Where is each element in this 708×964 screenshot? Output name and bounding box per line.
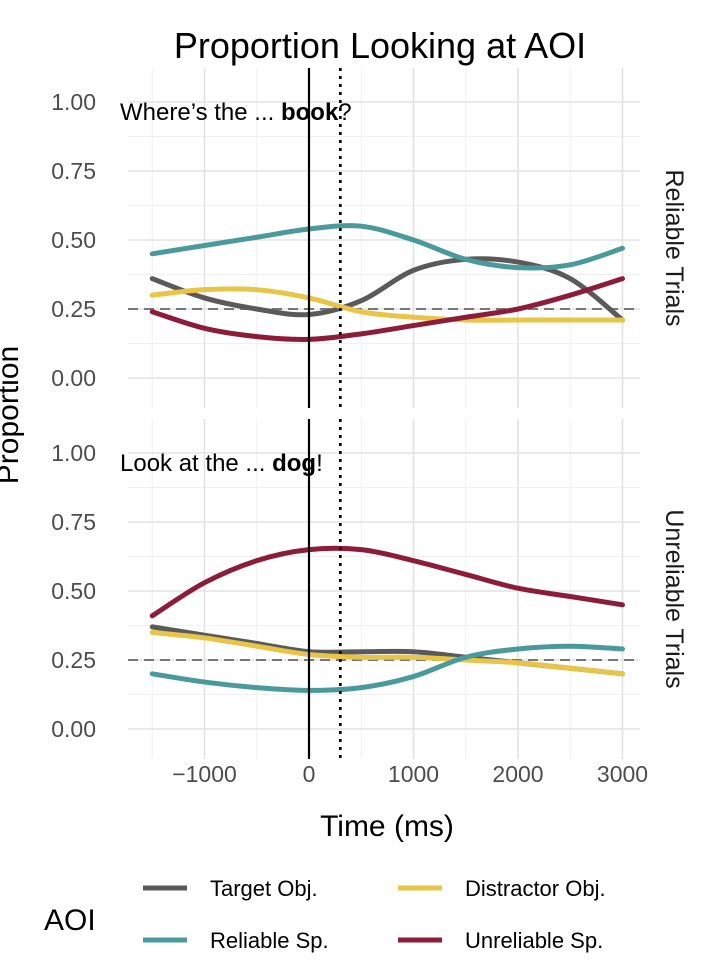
prompt-prefix: Where’s the ... [120,99,281,126]
series-line-distractor-obj [149,629,625,677]
legend-label: Reliable Sp. [210,928,329,953]
y-tick-label: 0.50 [51,227,96,253]
facet-strip-label: Unreliable Trials [660,509,688,688]
x-tick-label: 0 [303,761,316,787]
legend-label: Unreliable Sp. [465,928,603,953]
legend-item: Unreliable Sp. [398,928,603,953]
x-axis-tick-labels: −1000 0 1000 2000 3000 [172,761,648,787]
series-line-unreliable-sp [149,545,625,619]
y-tick-label: 0.25 [51,647,96,673]
legend-label: Distractor Obj. [465,876,606,901]
prompt-target-word: book [281,99,339,126]
legend-item: Distractor Obj. [398,876,606,901]
y-tick-label: 0.75 [51,158,96,184]
legend-item: Reliable Sp. [143,928,329,953]
prompt-suffix: ? [338,99,351,126]
x-tick-label: 3000 [597,761,648,787]
y-tick-label: 0.00 [51,716,96,742]
legend: AOI Target Obj. Distractor Obj. Reliable Sp… [44,876,606,953]
y-tick-label: 0.00 [51,365,96,391]
prompt-target-word: dog [272,450,316,477]
panels: 0.00 0.25 0.50 0.75 1.00 Where’s the ... book… [51,68,688,787]
prompt-prefix: Look at the ... [120,450,272,477]
series-line-reliable-sp [149,223,625,271]
panel-1: 0.00 0.25 0.50 0.75 1.00 Where’s the ... book… [51,68,688,408]
x-tick-label: 1000 [388,761,439,787]
y-tick-label: 0.50 [51,578,96,604]
x-tick-label: −1000 [172,761,237,787]
series-line-reliable-sp [149,643,625,693]
series-line-distractor-obj [149,286,625,323]
facet-strip-label: Reliable Trials [660,169,688,326]
panel-2: 0.00 0.25 0.50 0.75 1.00 Look at the ... dog!… [51,419,688,759]
y-tick-label: 0.25 [51,296,96,322]
chart-title: Proportion Looking at AOI [174,25,586,66]
prompt-suffix: ! [316,450,323,477]
legend-label: Target Obj. [210,876,318,901]
prompt-annotation: Where’s the ... book? [120,99,352,126]
prompt-annotation: Look at the ... dog! [120,450,323,477]
x-axis-title: Time (ms) [320,810,454,843]
legend-title: AOI [44,904,96,937]
y-tick-label: 0.75 [51,509,96,535]
y-tick-label: 1.00 [51,440,96,466]
x-tick-label: 2000 [492,761,543,787]
y-axis-title: Proportion [0,346,25,484]
legend-item: Target Obj. [143,876,318,901]
y-tick-label: 1.00 [51,89,96,115]
series-line-unreliable-sp [149,276,625,342]
